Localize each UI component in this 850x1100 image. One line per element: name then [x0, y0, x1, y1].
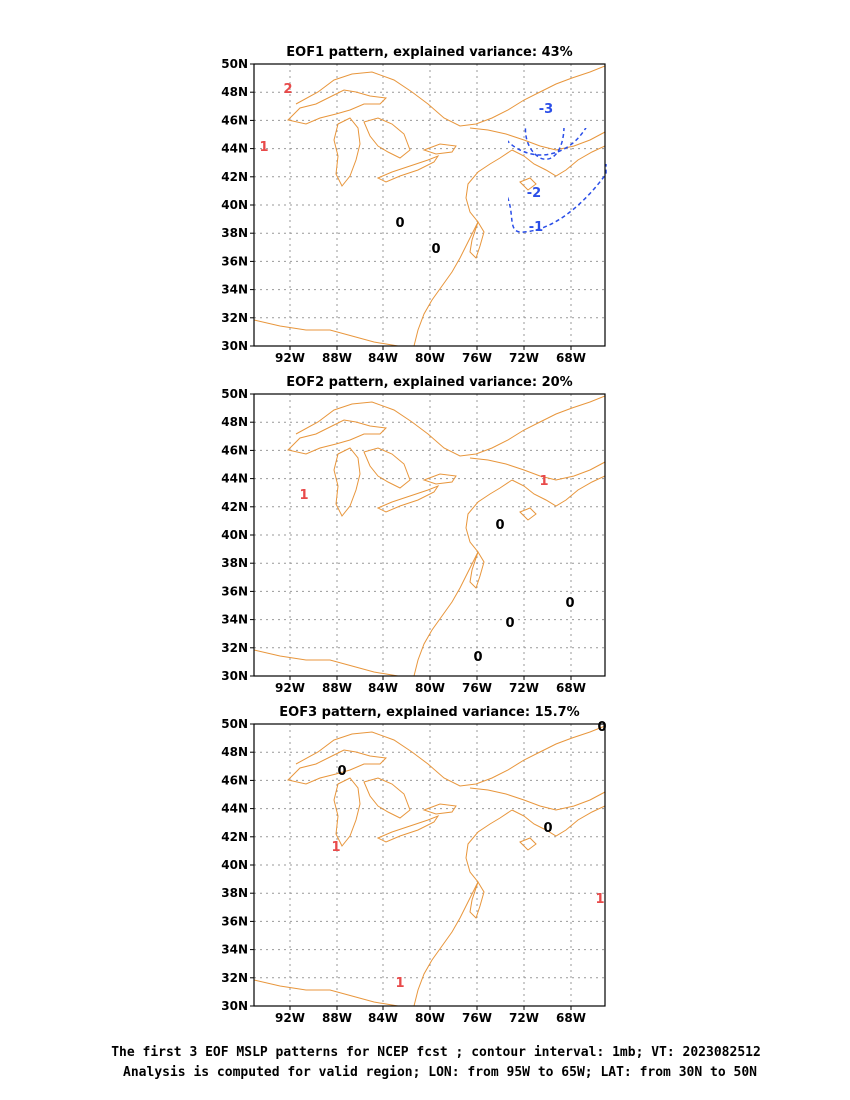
x-tick-label: 72W — [509, 681, 539, 695]
y-tick-label: 36N — [221, 254, 248, 268]
x-tick-label: 76W — [462, 681, 492, 695]
y-tick-label: 34N — [221, 613, 248, 627]
contour-label: 0 — [337, 764, 346, 779]
x-tick-label: 76W — [462, 1011, 492, 1025]
y-tick-label: 50N — [221, 717, 248, 731]
positive-contour-line — [254, 62, 444, 82]
contour-label: 1 — [259, 140, 268, 155]
caption-line-2: Analysis is computed for valid region; L… — [123, 1065, 757, 1080]
contour-label: 1 — [299, 488, 308, 503]
eof-panel: EOF3 pattern, explained variance: 15.7% 0… — [221, 705, 606, 1025]
y-tick-label: 34N — [221, 283, 248, 297]
eof-panel: EOF2 pattern, explained variance: 20% 1 1 0… — [221, 375, 606, 695]
contour-label: 1 — [539, 474, 548, 489]
x-tick-label: 80W — [415, 1011, 445, 1025]
y-tick-label: 42N — [221, 500, 248, 514]
contour-label: 0 — [565, 596, 574, 611]
y-tick-label: 38N — [221, 226, 248, 240]
contour-label: 0 — [431, 242, 440, 257]
y-tick-label: 32N — [221, 971, 248, 985]
contour-label: -1 — [529, 220, 543, 235]
y-tick-label: 42N — [221, 830, 248, 844]
contour-label: -3 — [539, 102, 553, 117]
y-tick-label: 40N — [221, 198, 248, 212]
x-tick-label: 92W — [275, 1011, 305, 1025]
x-tick-label: 72W — [509, 351, 539, 365]
x-tick-label: 88W — [322, 351, 352, 365]
x-tick-label: 68W — [556, 351, 586, 365]
zero-contour-line — [548, 554, 606, 634]
x-tick-label: 84W — [368, 1011, 398, 1025]
y-tick-label: 36N — [221, 914, 248, 928]
eof-panel: EOF1 pattern, explained variance: 43% 2 1 0… — [221, 45, 607, 365]
contour-label: 1 — [595, 892, 604, 907]
negative-contour-line — [508, 164, 607, 233]
contour-label: 0 — [395, 216, 404, 231]
contour-label: -2 — [527, 186, 541, 201]
positive-contour-line — [286, 866, 497, 990]
x-tick-label: 76W — [462, 351, 492, 365]
panel-title: EOF1 pattern, explained variance: 43% — [286, 45, 572, 60]
y-tick-label: 30N — [221, 669, 248, 683]
panel-title: EOF3 pattern, explained variance: 15.7% — [279, 705, 579, 720]
x-tick-label: 68W — [556, 1011, 586, 1025]
x-tick-label: 92W — [275, 351, 305, 365]
y-tick-label: 38N — [221, 886, 248, 900]
x-tick-label: 84W — [368, 351, 398, 365]
y-tick-label: 44N — [221, 142, 248, 156]
contour-label: 0 — [495, 518, 504, 533]
y-tick-label: 40N — [221, 528, 248, 542]
y-tick-label: 50N — [221, 387, 248, 401]
y-tick-label: 30N — [221, 339, 248, 353]
y-tick-label: 32N — [221, 311, 248, 325]
negative-contour-line — [524, 128, 565, 160]
contour-label: 1 — [331, 840, 340, 855]
x-tick-label: 88W — [322, 1011, 352, 1025]
x-tick-label: 88W — [322, 681, 352, 695]
y-tick-label: 38N — [221, 556, 248, 570]
y-tick-label: 48N — [221, 745, 248, 759]
y-tick-label: 48N — [221, 85, 248, 99]
contour-label: 0 — [543, 821, 552, 836]
y-tick-label: 36N — [221, 584, 248, 598]
x-tick-label: 68W — [556, 681, 586, 695]
caption-line-1: The first 3 EOF MSLP patterns for NCEP f… — [111, 1045, 761, 1060]
y-tick-label: 50N — [221, 57, 248, 71]
contour-label: 0 — [597, 720, 606, 735]
zero-contour-line — [268, 724, 606, 843]
x-tick-label: 80W — [415, 681, 445, 695]
y-tick-label: 48N — [221, 415, 248, 429]
contour-label: 0 — [473, 650, 482, 665]
y-tick-label: 46N — [221, 773, 248, 787]
y-tick-label: 44N — [221, 472, 248, 486]
y-tick-label: 46N — [221, 443, 248, 457]
y-tick-label: 32N — [221, 641, 248, 655]
y-tick-label: 44N — [221, 802, 248, 816]
x-tick-label: 72W — [509, 1011, 539, 1025]
x-tick-label: 92W — [275, 681, 305, 695]
y-tick-label: 34N — [221, 943, 248, 957]
x-tick-label: 80W — [415, 351, 445, 365]
y-tick-label: 42N — [221, 170, 248, 184]
contour-label: 2 — [283, 82, 292, 97]
zero-contour-line — [501, 586, 542, 620]
y-tick-label: 40N — [221, 858, 248, 872]
y-tick-label: 46N — [221, 113, 248, 127]
contour-label: 1 — [395, 976, 404, 991]
contour-label: 0 — [505, 616, 514, 631]
y-tick-label: 30N — [221, 999, 248, 1013]
panel-title: EOF2 pattern, explained variance: 20% — [286, 375, 572, 390]
x-tick-label: 84W — [368, 681, 398, 695]
